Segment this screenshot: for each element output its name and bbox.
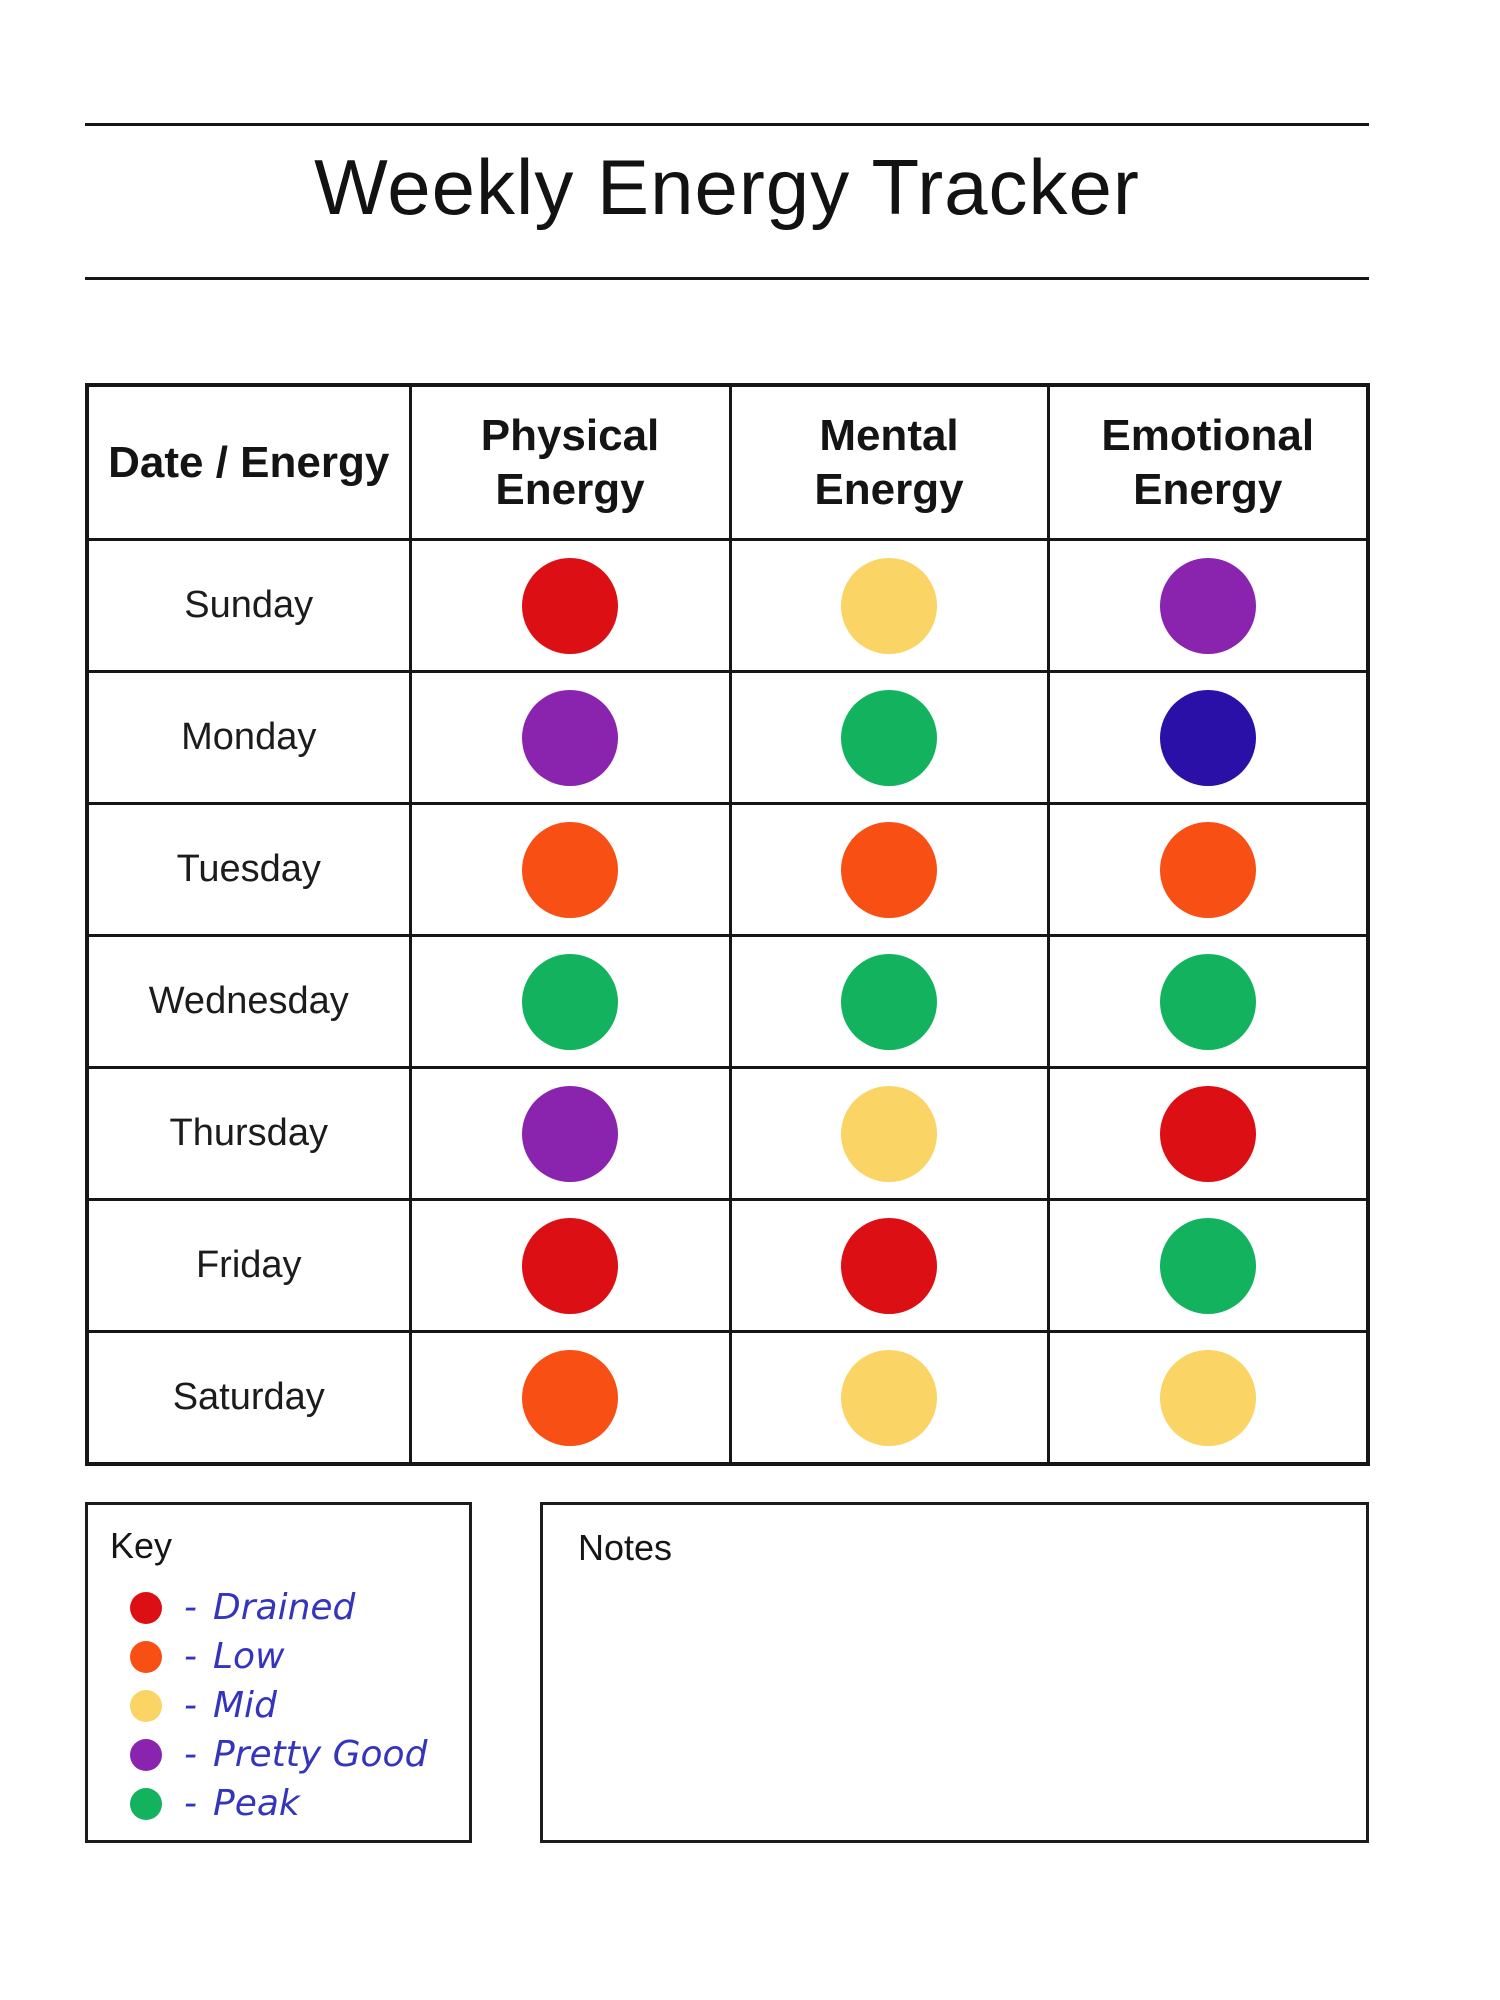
legend-label: Mid: [213, 1685, 277, 1726]
physical-energy-cell: [408, 670, 732, 805]
physical-energy-cell: [408, 1066, 732, 1201]
emotional-energy-cell: [1046, 538, 1370, 673]
energy-dot-orange: [522, 821, 618, 918]
table-row: Thursday: [85, 1066, 1370, 1201]
physical-energy-cell: [408, 1198, 732, 1333]
key-box: Key - Drained - Low - Mid - Pretty Good - Peak: [85, 1502, 472, 1843]
table-row: Sunday: [85, 538, 1370, 673]
mental-energy-cell: [728, 670, 1050, 805]
legend-dash: -: [184, 1685, 197, 1726]
mental-energy-cell: [728, 1066, 1050, 1201]
energy-dot-yellow: [841, 1349, 937, 1446]
title-divider-top: [85, 123, 1369, 126]
legend-item: - Low: [130, 1632, 459, 1681]
header-mental-energy: Mental Energy: [728, 383, 1050, 541]
energy-dot-deep_blue: [1159, 689, 1256, 786]
notes-title: Notes: [578, 1527, 673, 1568]
energy-dot-purple: [522, 1085, 618, 1182]
energy-dot-green: [841, 953, 937, 1050]
physical-energy-cell: [408, 538, 732, 673]
legend-label: Drained: [213, 1587, 356, 1628]
energy-dot-purple: [1159, 557, 1256, 654]
table-row: Friday: [85, 1198, 1370, 1333]
energy-dot-orange: [522, 1349, 618, 1446]
header-date-energy: Date / Energy: [85, 383, 412, 541]
energy-dot-orange: [1159, 821, 1256, 918]
header-physical-energy: Physical Energy: [408, 383, 732, 541]
mental-energy-cell: [728, 1330, 1050, 1466]
table-row: Monday: [85, 670, 1370, 805]
emotional-energy-cell: [1046, 934, 1370, 1069]
legend-dash: -: [184, 1636, 197, 1677]
legend-dash: -: [184, 1587, 197, 1628]
key-list: - Drained - Low - Mid - Pretty Good - Peak: [130, 1583, 459, 1828]
day-label: Friday: [85, 1198, 412, 1333]
energy-dot-green: [1159, 953, 1256, 1050]
notes-box: Notes: [540, 1502, 1369, 1843]
legend-dash: -: [184, 1734, 197, 1775]
day-label: Thursday: [85, 1066, 412, 1201]
title-divider-bottom: [85, 277, 1369, 280]
mental-energy-cell: [728, 802, 1050, 937]
legend-dot-yellow: [130, 1689, 162, 1722]
mental-energy-cell: [728, 934, 1050, 1069]
energy-table: Date / Energy Physical Energy Mental Ene…: [85, 383, 1370, 1466]
legend-dash: -: [184, 1783, 197, 1824]
legend-item: - Pretty Good: [130, 1730, 459, 1779]
day-label: Tuesday: [85, 802, 412, 937]
legend-item: - Drained: [130, 1583, 459, 1632]
mental-energy-cell: [728, 1198, 1050, 1333]
legend-dot-orange: [130, 1640, 162, 1673]
day-label: Sunday: [85, 538, 412, 673]
day-label: Saturday: [85, 1330, 412, 1466]
mental-energy-cell: [728, 538, 1050, 673]
legend-label: Peak: [213, 1783, 300, 1824]
energy-dot-red: [522, 1217, 618, 1314]
physical-energy-cell: [408, 1330, 732, 1466]
key-title: Key: [110, 1525, 173, 1566]
legend-label: Pretty Good: [213, 1734, 428, 1775]
energy-dot-purple: [522, 689, 618, 786]
energy-dot-green: [522, 953, 618, 1050]
energy-dot-red: [841, 1217, 937, 1314]
emotional-energy-cell: [1046, 1066, 1370, 1201]
emotional-energy-cell: [1046, 1330, 1370, 1466]
legend-dot-red: [130, 1591, 162, 1624]
day-label: Wednesday: [85, 934, 412, 1069]
emotional-energy-cell: [1046, 802, 1370, 937]
physical-energy-cell: [408, 802, 732, 937]
emotional-energy-cell: [1046, 1198, 1370, 1333]
energy-dot-green: [1159, 1217, 1256, 1314]
energy-table-body: Sunday Monday Tuesday Wednesday Thursday Frid…: [85, 538, 1370, 1466]
energy-dot-yellow: [1159, 1349, 1256, 1446]
header-emotional-energy: Emotional Energy: [1046, 383, 1370, 541]
energy-dot-orange: [841, 821, 937, 918]
legend-label: Low: [213, 1636, 285, 1677]
legend-item: - Mid: [130, 1681, 459, 1730]
day-label: Monday: [85, 670, 412, 805]
legend-item: - Peak: [130, 1779, 459, 1828]
legend-dot-purple: [130, 1738, 162, 1771]
legend-dot-green: [130, 1787, 162, 1820]
table-row: Wednesday: [85, 934, 1370, 1069]
energy-dot-yellow: [841, 557, 937, 654]
emotional-energy-cell: [1046, 670, 1370, 805]
energy-dot-red: [1159, 1085, 1256, 1182]
page-title: Weekly Energy Tracker: [314, 143, 1140, 231]
physical-energy-cell: [408, 934, 732, 1069]
table-header-row: Date / Energy Physical Energy Mental Ene…: [85, 383, 1370, 541]
energy-dot-red: [522, 557, 618, 654]
energy-dot-yellow: [841, 1085, 937, 1182]
table-row: Saturday: [85, 1330, 1370, 1466]
table-row: Tuesday: [85, 802, 1370, 937]
energy-dot-green: [841, 689, 937, 786]
